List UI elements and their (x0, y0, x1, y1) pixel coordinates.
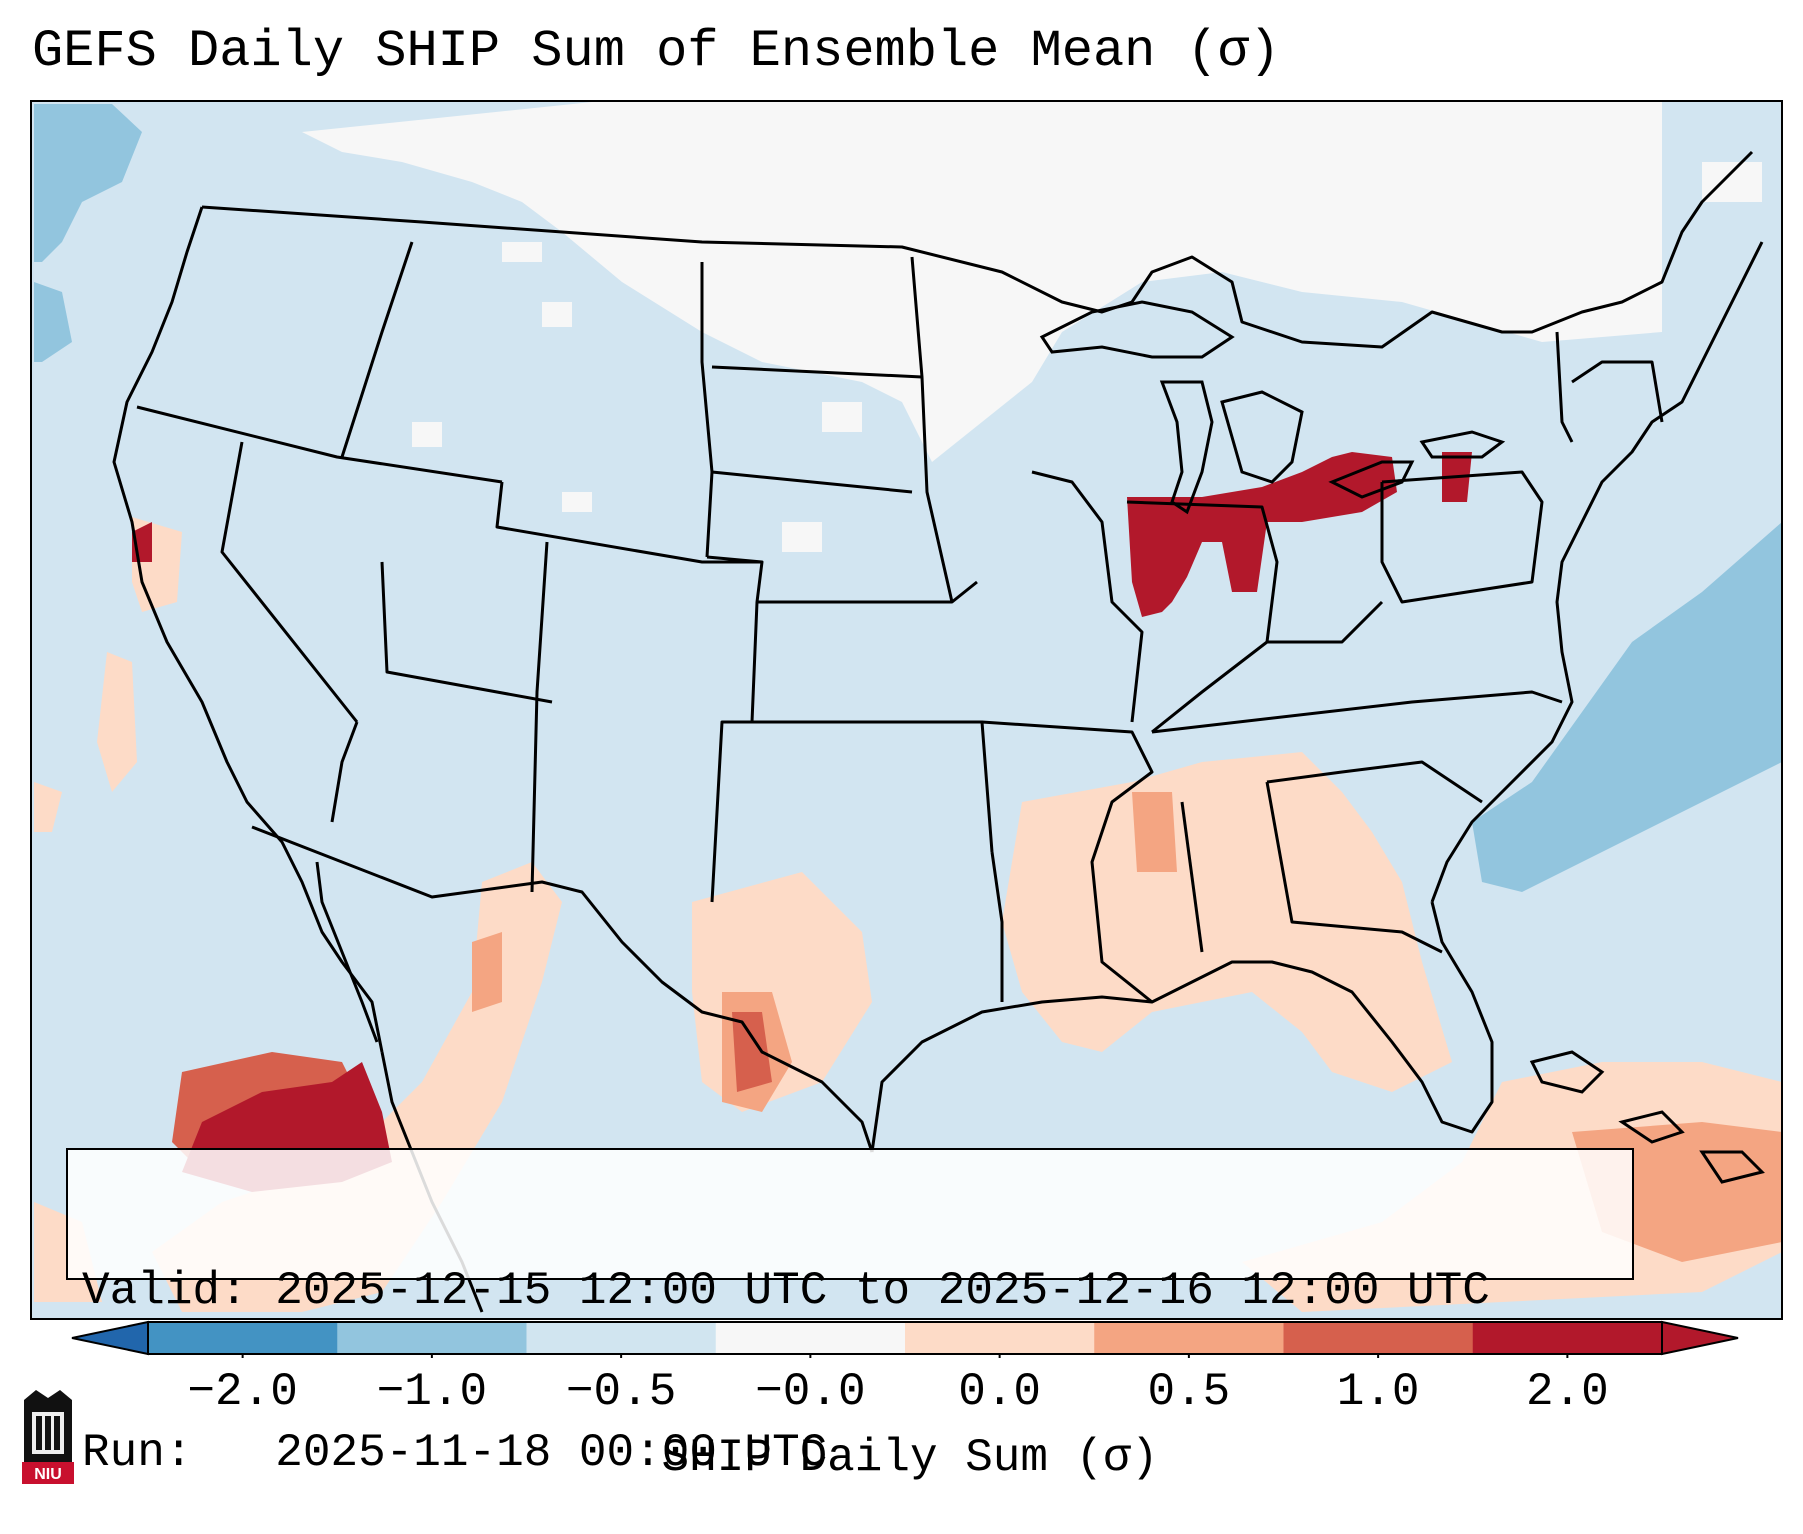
colorbar-segment (337, 1322, 527, 1354)
colorbar-tick-label: −1.0 (376, 1366, 488, 1418)
colorbar-segment (1283, 1322, 1474, 1354)
run-value: 2025-11-18 00:00 UTC (275, 1427, 828, 1479)
country-and-state-boundaries (112, 150, 1764, 1313)
colorbar (71, 1320, 1739, 1358)
colorbar-tick-label: 1.0 (1336, 1366, 1420, 1418)
colorbar-tick-label: 0.0 (958, 1366, 1042, 1418)
page-title: GEFS Daily SHIP Sum of Ensemble Mean (σ) (32, 22, 1281, 81)
valid-label: Valid: (82, 1265, 248, 1317)
colorbar-segment (1472, 1322, 1663, 1354)
colorbar-tick-label: −0.0 (755, 1366, 866, 1418)
map-canvas (34, 102, 1781, 1313)
colorbar-tick-label: −0.5 (565, 1366, 677, 1418)
colorbar-segment (905, 1322, 1095, 1354)
valid-value: 2025-12-15 12:00 UTC to 2025-12-16 12:00… (275, 1265, 1490, 1317)
niu-logo-icon: NIU (22, 1390, 74, 1484)
colorbar-extend-high (1661, 1320, 1739, 1356)
field-near-neutral (302, 102, 1762, 552)
caribbean-islands (1529, 1050, 1765, 1184)
colorbar-segment (148, 1322, 338, 1354)
colorbar-outline (147, 1321, 1663, 1355)
colorbar-segment (526, 1322, 717, 1354)
colorbar-tick-label: 0.5 (1147, 1366, 1231, 1418)
great-lakes (1039, 300, 1506, 515)
colorbar-tick-label: 2.0 (1525, 1366, 1609, 1418)
colorbar-extend-low (71, 1320, 149, 1356)
run-row: Run: 2025-11-18 00:00 UTC (82, 1426, 1632, 1480)
colorbar-tick-label: −2.0 (187, 1366, 298, 1418)
field-negative (34, 104, 1781, 892)
colorbar-segment (715, 1322, 906, 1354)
valid-time-info-box: Valid: 2025-12-15 12:00 UTC to 2025-12-1… (66, 1148, 1634, 1479)
valid-row: Valid: 2025-12-15 12:00 UTC to 2025-12-1… (82, 1264, 1632, 1318)
niu-logo-text: NIU (34, 1466, 62, 1483)
colorbar-segment (1094, 1322, 1284, 1354)
run-label: Run: (82, 1427, 193, 1479)
map-panel (30, 100, 1783, 1320)
colorbar-label: SHIP Daily Sum (σ) (661, 1432, 1159, 1484)
